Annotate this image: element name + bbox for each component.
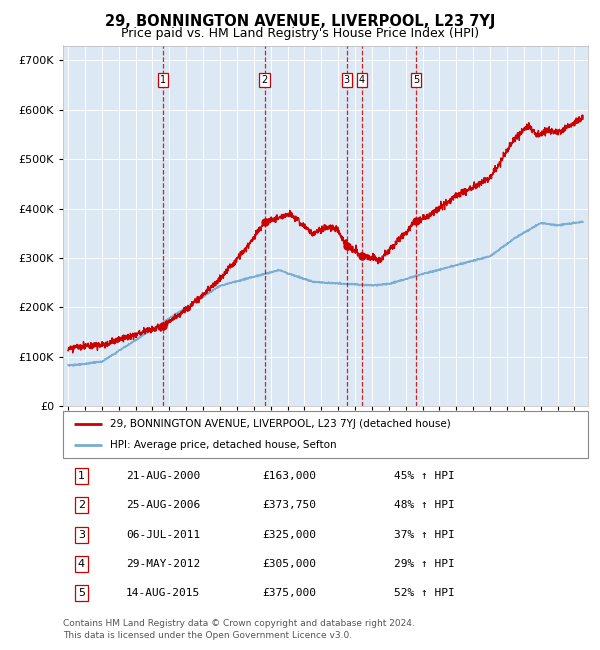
Text: 5: 5 — [78, 588, 85, 598]
Text: 52% ↑ HPI: 52% ↑ HPI — [394, 588, 455, 598]
Text: 21-AUG-2000: 21-AUG-2000 — [126, 471, 200, 481]
Text: 14-AUG-2015: 14-AUG-2015 — [126, 588, 200, 598]
Text: £375,000: £375,000 — [263, 588, 317, 598]
Text: 37% ↑ HPI: 37% ↑ HPI — [394, 530, 455, 540]
Text: 1: 1 — [78, 471, 85, 481]
Text: Price paid vs. HM Land Registry's House Price Index (HPI): Price paid vs. HM Land Registry's House … — [121, 27, 479, 40]
Text: 4: 4 — [359, 75, 365, 84]
Text: 29, BONNINGTON AVENUE, LIVERPOOL, L23 7YJ (detached house): 29, BONNINGTON AVENUE, LIVERPOOL, L23 7Y… — [110, 419, 451, 428]
Text: £325,000: £325,000 — [263, 530, 317, 540]
Text: £373,750: £373,750 — [263, 500, 317, 510]
Text: 3: 3 — [78, 530, 85, 540]
Text: This data is licensed under the Open Government Licence v3.0.: This data is licensed under the Open Gov… — [63, 630, 352, 640]
Text: 1: 1 — [160, 75, 166, 84]
Text: 25-AUG-2006: 25-AUG-2006 — [126, 500, 200, 510]
Text: 29-MAY-2012: 29-MAY-2012 — [126, 559, 200, 569]
Text: 48% ↑ HPI: 48% ↑ HPI — [394, 500, 455, 510]
Text: 06-JUL-2011: 06-JUL-2011 — [126, 530, 200, 540]
Text: 45% ↑ HPI: 45% ↑ HPI — [394, 471, 455, 481]
Text: 5: 5 — [413, 75, 419, 84]
Text: 3: 3 — [344, 75, 350, 84]
Text: 29% ↑ HPI: 29% ↑ HPI — [394, 559, 455, 569]
Text: Contains HM Land Registry data © Crown copyright and database right 2024.: Contains HM Land Registry data © Crown c… — [63, 619, 415, 628]
Text: 4: 4 — [78, 559, 85, 569]
Text: HPI: Average price, detached house, Sefton: HPI: Average price, detached house, Seft… — [110, 441, 337, 450]
Text: 2: 2 — [78, 500, 85, 510]
FancyBboxPatch shape — [63, 411, 588, 458]
Text: 29, BONNINGTON AVENUE, LIVERPOOL, L23 7YJ: 29, BONNINGTON AVENUE, LIVERPOOL, L23 7Y… — [105, 14, 495, 29]
Text: £163,000: £163,000 — [263, 471, 317, 481]
Text: £305,000: £305,000 — [263, 559, 317, 569]
Text: 2: 2 — [262, 75, 268, 84]
